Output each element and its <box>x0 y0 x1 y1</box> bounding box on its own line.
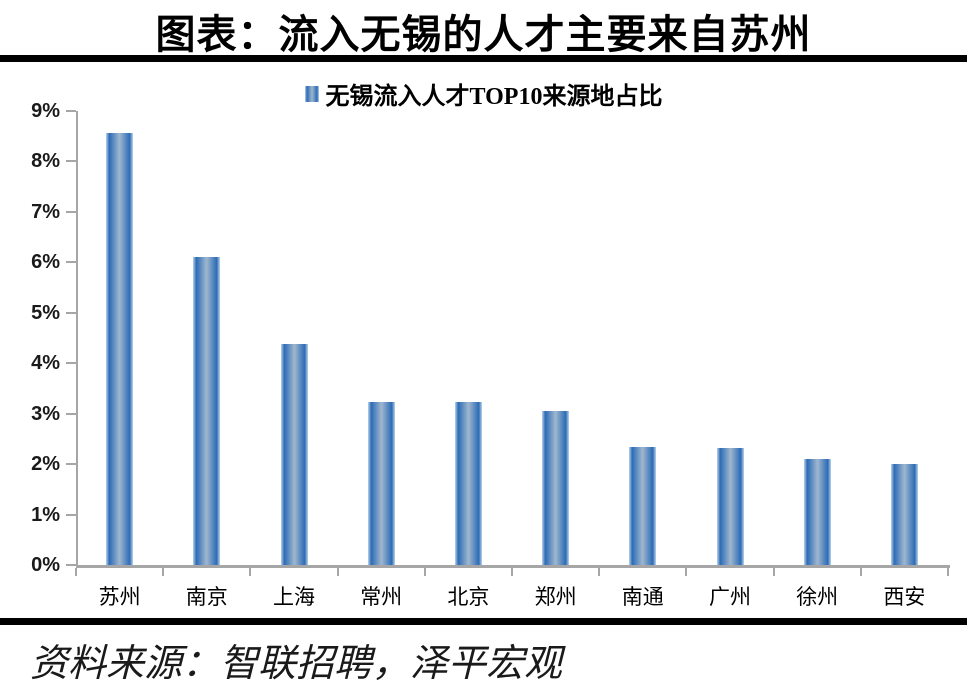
x-axis-tick <box>511 568 513 576</box>
bottom-divider-rule <box>0 618 967 625</box>
y-axis-tick <box>66 412 76 415</box>
x-axis-tick <box>772 568 775 576</box>
x-axis-category-label: 西安 <box>883 585 926 609</box>
x-axis-category-label: 南通 <box>621 585 664 609</box>
x-axis-tick <box>859 568 862 576</box>
y-axis-tick-label: 5% <box>31 301 60 324</box>
legend: 无锡流入人才TOP10来源地占比 <box>0 76 967 111</box>
x-axis-category-label: 苏州 <box>98 585 141 609</box>
bar-南通 <box>629 447 657 565</box>
x-axis-category-label: 上海 <box>273 585 315 609</box>
y-axis-tick-label: 2% <box>31 453 60 476</box>
source-note: 资料来源：智联招聘，泽平宏观 <box>30 643 563 685</box>
x-axis-line <box>76 565 950 568</box>
bar-徐州 <box>803 458 831 565</box>
y-axis-tick-label: 4% <box>31 352 60 375</box>
y-axis-tick <box>66 311 76 314</box>
y-axis-tick <box>66 513 76 516</box>
bar-南京 <box>193 256 221 565</box>
top-divider-rule <box>0 55 967 62</box>
legend-swatch-icon <box>304 85 319 102</box>
x-axis-category-label: 南京 <box>185 585 228 609</box>
bar-西安 <box>890 463 918 565</box>
x-axis-tick <box>75 568 77 576</box>
y-axis-tick <box>66 110 76 112</box>
bar-上海 <box>280 344 308 565</box>
x-axis-tick <box>249 568 252 576</box>
bar-郑州 <box>542 411 570 565</box>
bar-北京 <box>454 401 482 565</box>
x-axis-tick <box>423 568 426 576</box>
y-axis-tick <box>66 261 76 264</box>
x-axis-tick <box>162 568 165 576</box>
y-axis-tick <box>66 362 76 365</box>
y-axis-tick-label: 1% <box>31 503 60 526</box>
x-axis-tick <box>947 568 949 576</box>
y-axis-tick <box>66 564 76 566</box>
y-axis-tick <box>66 463 76 466</box>
y-axis-tick <box>66 160 76 163</box>
x-axis-category-label: 郑州 <box>534 585 577 609</box>
y-axis-tick-label: 9% <box>31 100 60 122</box>
y-axis-tick <box>66 210 76 213</box>
bar-常州 <box>367 401 395 565</box>
bar-广州 <box>716 448 744 565</box>
x-axis-tick <box>685 568 688 576</box>
y-axis-tick-label: 7% <box>31 200 60 223</box>
chart-title: 图表：流入无锡的人才主要来自苏州 <box>155 12 812 57</box>
x-axis-category-label: 常州 <box>360 585 403 609</box>
y-axis-line <box>76 111 78 565</box>
y-axis-tick-label: 3% <box>31 402 60 425</box>
x-axis-tick <box>336 568 339 576</box>
x-axis-category-label: 广州 <box>709 585 751 609</box>
x-axis-tick <box>598 568 601 576</box>
x-axis-category-label: 北京 <box>447 585 490 609</box>
bar-苏州 <box>106 133 134 565</box>
y-axis-tick-label: 6% <box>31 251 60 274</box>
y-axis-tick-label: 8% <box>31 150 60 173</box>
legend-label: 无锡流入人才TOP10来源地占比 <box>325 84 663 110</box>
x-axis-category-label: 徐州 <box>796 585 839 609</box>
y-axis-tick-label: 0% <box>31 554 60 576</box>
